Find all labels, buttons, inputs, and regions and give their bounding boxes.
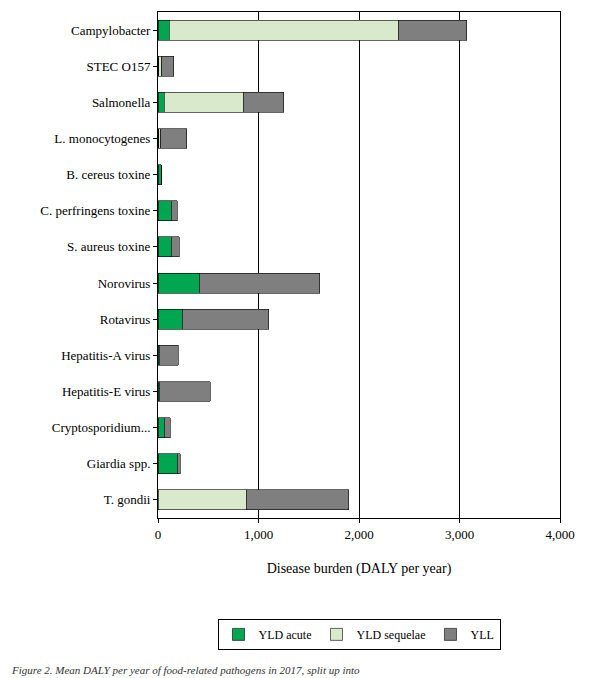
svg-text:Norovirus: Norovirus: [98, 276, 151, 291]
svg-text:Rotavirus: Rotavirus: [100, 312, 151, 327]
svg-text:Hepatitis-E virus: Hepatitis-E virus: [62, 384, 150, 399]
svg-text:S. aureus toxine: S. aureus toxine: [67, 239, 151, 254]
svg-text:YLL: YLL: [470, 628, 493, 642]
svg-text:STEC O157: STEC O157: [86, 59, 150, 74]
svg-text:0: 0: [155, 527, 162, 542]
svg-text:YLD sequelae: YLD sequelae: [356, 628, 425, 642]
svg-text:Salmonella: Salmonella: [92, 95, 151, 110]
svg-text:Cryptosporidium...: Cryptosporidium...: [52, 420, 151, 435]
svg-text:Giardia spp.: Giardia spp.: [87, 456, 151, 471]
svg-text:3,000: 3,000: [445, 527, 474, 542]
svg-text:Figure 2. Mean DALY per year o: Figure 2. Mean DALY per year of food-rel…: [11, 664, 360, 676]
svg-text:Hepatitis-A virus: Hepatitis-A virus: [61, 348, 150, 363]
svg-text:C. perfringens toxine: C. perfringens toxine: [40, 203, 150, 218]
svg-text:2,000: 2,000: [344, 527, 373, 542]
svg-text:1,000: 1,000: [244, 527, 273, 542]
svg-text:L. monocytogenes: L. monocytogenes: [54, 131, 150, 146]
svg-text:4,000: 4,000: [545, 527, 574, 542]
svg-text:B. cereus toxine: B. cereus toxine: [66, 167, 150, 182]
svg-text:T. gondii: T. gondii: [104, 492, 151, 507]
svg-text:YLD acute: YLD acute: [259, 628, 312, 642]
svg-text:Campylobacter: Campylobacter: [71, 23, 151, 38]
svg-text:Disease burden (DALY per year): Disease burden (DALY per year): [267, 561, 452, 577]
